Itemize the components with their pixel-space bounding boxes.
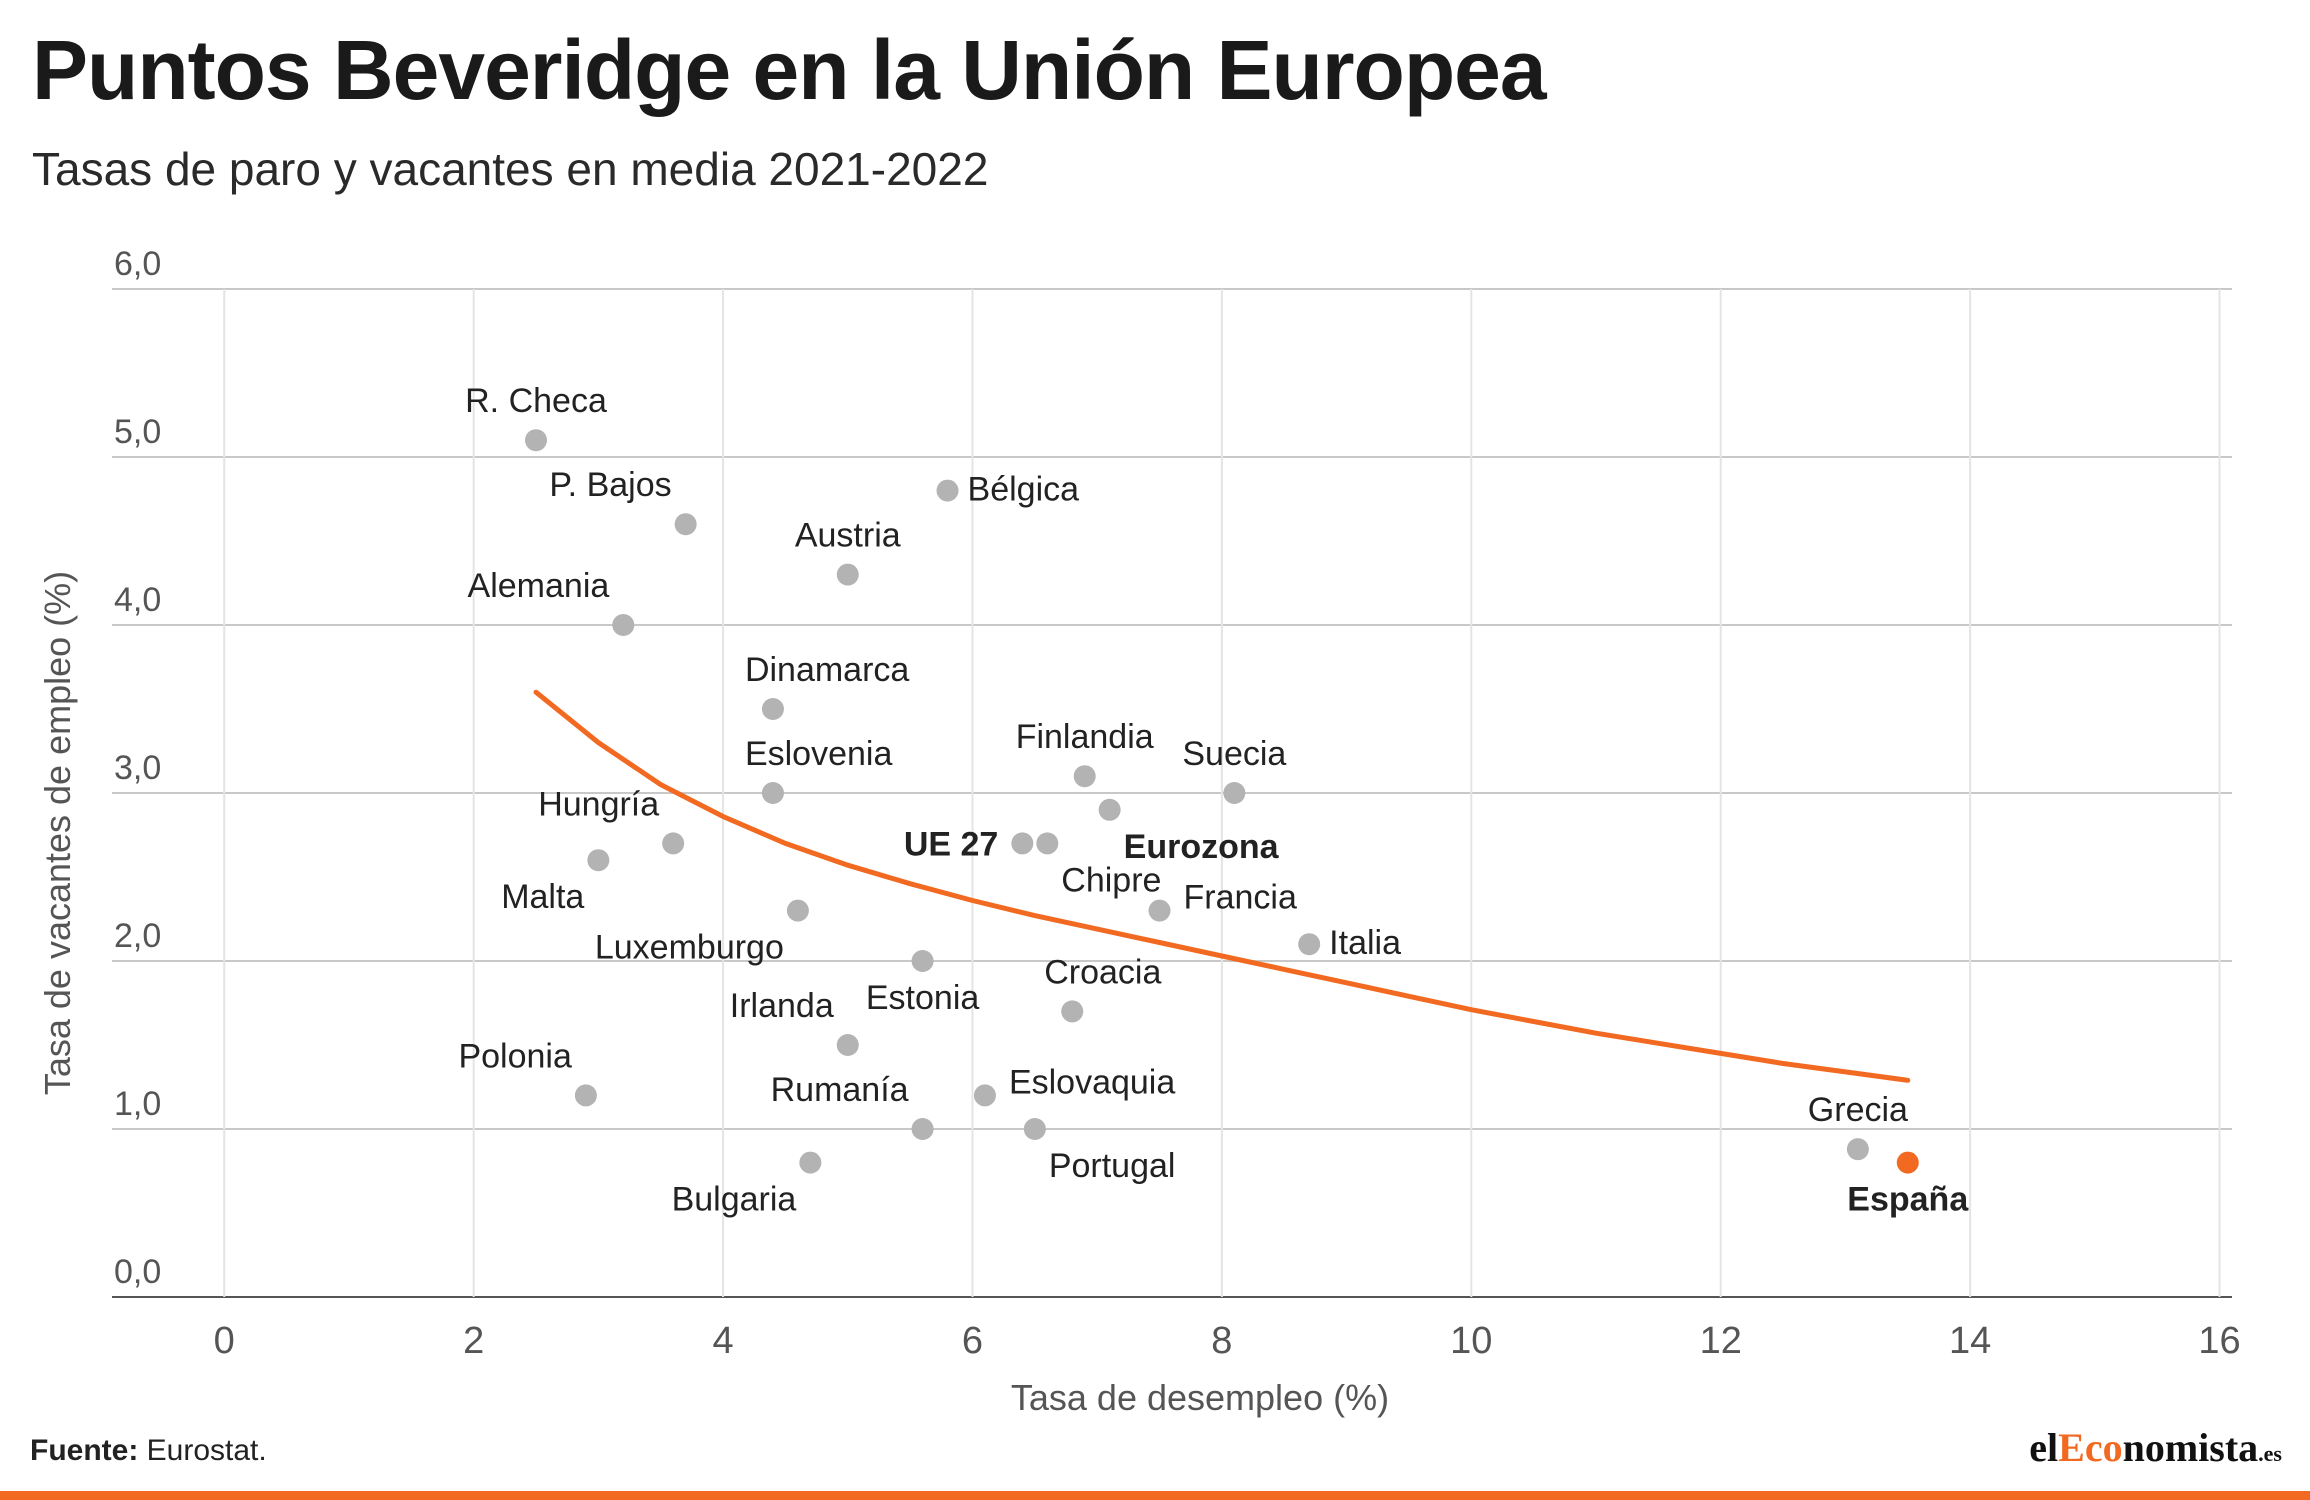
y-tick-label: 2,0 — [114, 917, 161, 955]
y-tick-label: 0,0 — [114, 1253, 161, 1291]
point-label: Malta — [501, 878, 584, 916]
x-tick-label: 16 — [2198, 1320, 2240, 1362]
source-text: Eurostat. — [146, 1434, 267, 1467]
point-label: Italia — [1329, 924, 1401, 962]
point-label: P. Bajos — [549, 466, 671, 504]
point-grecia — [1846, 1138, 1869, 1161]
brand-logo: elEconomista.es — [2029, 1424, 2282, 1471]
y-tick-label: 3,0 — [114, 749, 161, 787]
point-dinamarca — [761, 698, 784, 720]
y-axis-title: Tasa de vacantes de empleo (%) — [37, 571, 78, 1095]
y-tick-label: 5,0 — [114, 413, 161, 451]
point-polonia — [574, 1084, 597, 1107]
point-alemania — [612, 614, 635, 636]
point-label: Luxemburgo — [595, 929, 784, 967]
point-españa — [1896, 1151, 1919, 1174]
grid-lines — [112, 288, 2232, 1298]
point-estonia — [911, 950, 934, 972]
point-label: Bélgica — [968, 471, 1080, 509]
x-tick-label: 12 — [1700, 1320, 1742, 1362]
point-label: Dinamarca — [745, 651, 909, 689]
logo-prefix: el — [2029, 1425, 2059, 1470]
point-label: Irlanda — [730, 987, 834, 1025]
point-ue-27 — [1011, 832, 1034, 855]
chart-title: Puntos Beveridge en la Unión Europea — [32, 23, 1547, 117]
point-label: Chipre — [1061, 861, 1161, 899]
x-tick-label: 4 — [712, 1320, 733, 1362]
x-axis-title: Tasa de desempleo (%) — [1011, 1377, 1389, 1418]
data-points — [525, 429, 1919, 1174]
bottom-accent-bar — [0, 1491, 2310, 1500]
point-label: Eslovenia — [745, 735, 893, 773]
point-portugal — [1023, 1118, 1046, 1140]
point-suecia — [1223, 782, 1246, 804]
point-finlandia — [1073, 765, 1096, 788]
point-eslovenia — [761, 782, 784, 804]
point-croacia — [1061, 1000, 1084, 1023]
point-hungría — [662, 832, 685, 855]
x-tick-label: 2 — [463, 1320, 484, 1362]
data-labels: R. Checa P. Bajos Bélgica Austria Alemania Di… — [458, 382, 1969, 1218]
point-luxemburgo — [786, 899, 809, 922]
logo-tld: .es — [2258, 1441, 2282, 1466]
point-chipre — [1036, 832, 1059, 855]
point-bélgica — [936, 479, 959, 502]
point-label: R. Checa — [465, 382, 607, 420]
point-label: Estonia — [866, 979, 979, 1017]
point-francia — [1148, 899, 1171, 922]
point-bulgaria — [799, 1151, 822, 1174]
point-r-checa — [525, 429, 547, 452]
trend-layer — [533, 689, 1911, 1083]
point-italia — [1298, 933, 1321, 956]
point-label: Bulgaria — [672, 1181, 797, 1219]
point-label: Portugal — [1049, 1147, 1176, 1185]
point-label: Finlandia — [1016, 718, 1154, 756]
point-malta — [587, 849, 610, 872]
point-label: Suecia — [1182, 735, 1286, 773]
point-label: Eslovaquia — [1009, 1063, 1175, 1101]
source-label: Fuente: — [30, 1434, 139, 1467]
x-tick-label: 8 — [1211, 1320, 1232, 1362]
point-p-bajos — [674, 513, 697, 536]
point-label: Hungría — [538, 785, 659, 823]
x-tick-label: 14 — [1949, 1320, 1991, 1362]
point-label: Polonia — [458, 1037, 572, 1075]
point-label: Austria — [795, 517, 901, 555]
point-label: UE 27 — [904, 825, 999, 863]
point-label: Alemania — [468, 567, 610, 605]
point-irlanda — [836, 1034, 859, 1056]
point-rumanía — [911, 1118, 934, 1140]
y-tick-label: 1,0 — [114, 1085, 161, 1123]
y-tick-label: 4,0 — [114, 581, 161, 619]
logo-suffix: nomista — [2122, 1425, 2259, 1470]
x-tick-label: 6 — [962, 1320, 983, 1362]
axes: 0,0 1,0 2,0 3,0 4,0 5,0 6,0 0 2 4 6 8 10 12 14 16 Tasa d… — [37, 245, 2241, 1418]
x-tick-label: 0 — [214, 1320, 235, 1362]
point-label: Rumanía — [771, 1071, 909, 1109]
point-austria — [836, 563, 859, 586]
source-note: Fuente: Eurostat. — [30, 1434, 267, 1468]
x-tick-label: 10 — [1450, 1320, 1492, 1362]
trend-line — [533, 689, 1911, 1083]
point-label: España — [1847, 1181, 1969, 1219]
point-label: Francia — [1184, 879, 1297, 917]
chart-subtitle: Tasas de paro y vacantes en media 2021-2… — [32, 143, 989, 195]
point-label: Croacia — [1044, 953, 1161, 991]
point-eslovaquia — [973, 1084, 996, 1107]
point-label: Eurozona — [1124, 828, 1280, 866]
point-label: Grecia — [1808, 1091, 1908, 1129]
logo-mid: Eco — [2058, 1425, 2123, 1470]
y-tick-label: 6,0 — [114, 245, 161, 283]
point-eurozona — [1098, 798, 1121, 821]
